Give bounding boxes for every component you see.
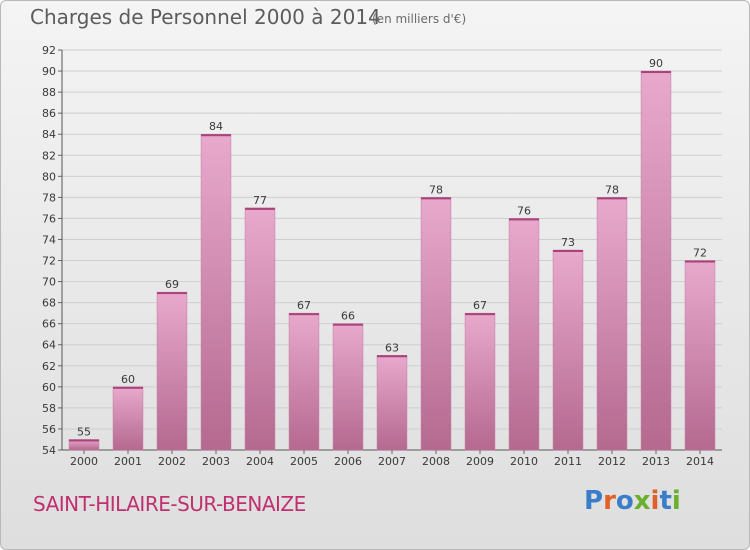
bar-top-edge <box>113 386 143 389</box>
y-tick-label: 74 <box>42 233 56 246</box>
bar-top-edge <box>377 355 407 358</box>
bar <box>288 312 320 451</box>
data-label: 73 <box>561 236 575 249</box>
data-label: 60 <box>121 373 135 386</box>
bar <box>376 355 408 451</box>
x-tick-label: 2000 <box>70 455 98 468</box>
x-tick-label: 2008 <box>422 455 450 468</box>
x-tick-labels: 2000 2001 2002 2003 2004 2005 2006 2007 2008 2009… <box>70 455 714 468</box>
proxiti-logo: Proxiti <box>584 486 681 516</box>
bar <box>156 291 188 451</box>
bar-top-edge <box>597 197 627 200</box>
x-tick-label: 2010 <box>510 455 538 468</box>
bar <box>508 218 540 451</box>
x-tick-label: 2012 <box>598 455 626 468</box>
bar-top-edge <box>465 313 495 316</box>
data-label: 67 <box>473 299 487 312</box>
logo-letter: o <box>615 486 634 516</box>
x-tick-label: 2007 <box>378 455 406 468</box>
x-tick-label: 2013 <box>642 455 670 468</box>
bar-top-edge <box>245 207 275 210</box>
data-label: 78 <box>605 183 619 196</box>
logo-letter: t <box>659 486 672 516</box>
logo-letter: i <box>650 486 660 516</box>
data-label: 77 <box>253 194 267 207</box>
y-tick-label: 70 <box>42 276 56 289</box>
x-tick-label: 2011 <box>554 455 582 468</box>
y-tick-labels: 54 56 58 60 62 64 66 68 70 72 74 76 78 80 82 84 86 88 90 92 <box>42 44 56 457</box>
data-label: 67 <box>297 299 311 312</box>
y-tick-label: 76 <box>42 212 56 225</box>
data-label: 69 <box>165 278 179 291</box>
y-tick-label: 60 <box>42 381 56 394</box>
y-tick-label: 88 <box>42 86 56 99</box>
x-tick-label: 2014 <box>686 455 714 468</box>
bar <box>420 197 452 451</box>
y-tick-label: 68 <box>42 297 56 310</box>
data-label: 55 <box>77 425 91 438</box>
data-label: 84 <box>209 120 223 133</box>
x-tick-label: 2004 <box>246 455 274 468</box>
chart-title: Charges de Personnel 2000 à 2014 <box>30 5 381 29</box>
bar-top-edge <box>157 292 187 295</box>
data-label: 76 <box>517 204 531 217</box>
bar-top-edge <box>685 260 715 263</box>
data-label: 78 <box>429 183 443 196</box>
logo-letter: i <box>671 486 681 516</box>
bar <box>464 312 496 451</box>
y-tick-label: 92 <box>42 44 56 57</box>
bar-top-edge <box>553 250 583 252</box>
y-tick-label: 84 <box>42 128 56 141</box>
y-tick-label: 56 <box>42 423 56 436</box>
logo-letter: r <box>603 486 616 516</box>
bar <box>200 133 232 451</box>
y-tick-label: 64 <box>42 339 56 352</box>
bar-top-edge <box>641 71 671 74</box>
bar <box>112 386 144 451</box>
data-labels: 55 60 69 84 77 67 66 63 78 67 76 73 78 90 72 <box>77 57 707 438</box>
y-tick-label: 86 <box>42 107 56 120</box>
bar <box>332 323 364 451</box>
bar-top-edge <box>421 197 451 200</box>
data-label: 63 <box>385 341 399 354</box>
x-tick-label: 2005 <box>290 455 318 468</box>
place-name: SAINT-HILAIRE-SUR-BENAIZE <box>33 492 306 516</box>
bar <box>684 260 716 451</box>
y-tick-label: 72 <box>42 255 56 268</box>
y-tick-label: 62 <box>42 360 56 373</box>
bar <box>640 70 672 451</box>
logo-letter: P <box>584 486 604 516</box>
x-tick-label: 2002 <box>158 455 186 468</box>
chart-subtitle: (en milliers d'€) <box>372 12 467 26</box>
y-tick-label: 78 <box>42 191 56 204</box>
bar-top-edge <box>509 218 539 221</box>
logo-letter: x <box>633 486 651 516</box>
x-tick-label: 2003 <box>202 455 230 468</box>
bar-top-edge <box>289 313 319 316</box>
y-tick-label: 58 <box>42 402 56 415</box>
y-tick-label: 82 <box>42 149 56 162</box>
y-tick-label: 66 <box>42 318 56 331</box>
data-label: 90 <box>649 57 663 70</box>
data-label: 72 <box>693 247 707 260</box>
y-tick-label: 90 <box>42 65 56 78</box>
bar-top-edge <box>333 323 363 326</box>
x-tick-label: 2001 <box>114 455 142 468</box>
bar <box>596 197 628 451</box>
data-label: 66 <box>341 310 355 323</box>
bar <box>244 207 276 451</box>
bars <box>68 70 716 451</box>
bar <box>552 249 584 451</box>
y-tick-label: 54 <box>42 444 56 457</box>
bar-top-edge <box>201 134 231 137</box>
bar-top-edge <box>69 439 99 442</box>
y-tick-label: 80 <box>42 170 56 183</box>
x-tick-label: 2006 <box>334 455 362 468</box>
x-tick-label: 2009 <box>466 455 494 468</box>
